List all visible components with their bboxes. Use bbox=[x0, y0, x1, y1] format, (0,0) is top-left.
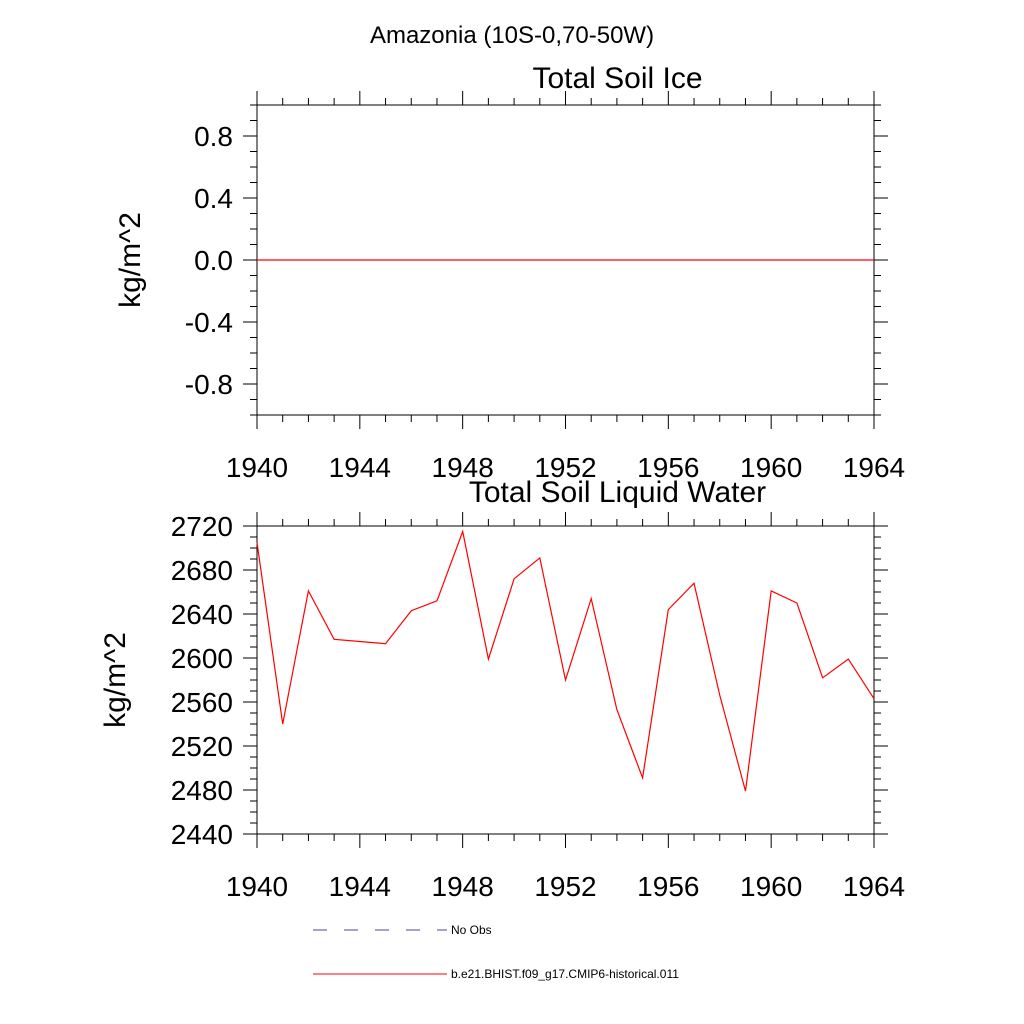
x-tick-label: 1964 bbox=[843, 452, 905, 483]
y-axis-label: kg/m^2 bbox=[99, 632, 132, 728]
y-tick-label: 2720 bbox=[171, 511, 233, 542]
legend-label: No Obs bbox=[451, 923, 492, 937]
y-tick-label: 2640 bbox=[171, 599, 233, 630]
y-tick-label: 2560 bbox=[171, 687, 233, 718]
x-tick-label: 1956 bbox=[637, 452, 699, 483]
x-tick-label: 1944 bbox=[329, 452, 391, 483]
x-tick-label: 1960 bbox=[740, 871, 802, 902]
y-tick-label: -0.8 bbox=[185, 369, 233, 400]
chart-title: Total Soil Ice bbox=[532, 62, 702, 95]
legend: No Obs b.e21.BHIST.f09_g17.CMIP6-historic… bbox=[313, 923, 679, 981]
y-tick-label: 0.8 bbox=[194, 121, 233, 152]
x-tick-label: 1940 bbox=[226, 871, 288, 902]
x-tick-label: 1948 bbox=[432, 871, 494, 902]
x-tick-label: 1952 bbox=[534, 871, 596, 902]
series-line bbox=[256, 529, 875, 792]
x-tick-label: 1952 bbox=[534, 452, 596, 483]
y-tick-label: 2600 bbox=[171, 643, 233, 674]
panel-total-soil-liquid-water: Total Soil Liquid Water 1940 1944 1948 1952 1… bbox=[99, 476, 905, 902]
y-axis-label: kg/m^2 bbox=[114, 212, 147, 308]
legend-label: b.e21.BHIST.f09_g17.CMIP6-historical.011 bbox=[451, 967, 679, 981]
x-tick-label: 1960 bbox=[740, 452, 802, 483]
y-tick-label: 2480 bbox=[171, 775, 233, 806]
x-tick-label: 1940 bbox=[226, 452, 288, 483]
y-tick-label: 2520 bbox=[171, 731, 233, 762]
x-tick-label: 1944 bbox=[329, 871, 391, 902]
y-tick-label: 0.0 bbox=[194, 245, 233, 276]
x-tick-label: 1956 bbox=[637, 871, 699, 902]
page-title: Amazonia (10S-0,70-50W) bbox=[370, 22, 654, 49]
panel-total-soil-ice: Total Soil Ice 1940 1944 1948 1952 1956 1960 19… bbox=[114, 62, 905, 483]
chart-title: Total Soil Liquid Water bbox=[469, 476, 766, 509]
x-tick-label: 1948 bbox=[432, 452, 494, 483]
y-tick-label: 0.4 bbox=[194, 183, 233, 214]
y-tick-label: -0.4 bbox=[185, 307, 233, 338]
y-tick-label: 2680 bbox=[171, 555, 233, 586]
y-tick-label: 2440 bbox=[171, 819, 233, 850]
x-tick-label: 1964 bbox=[843, 871, 905, 902]
